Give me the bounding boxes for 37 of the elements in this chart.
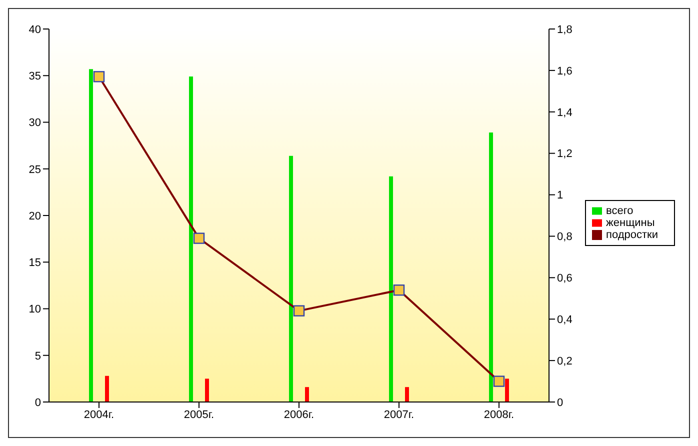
y2-tick-label: 1	[557, 190, 564, 202]
y-tick-label: 15	[28, 257, 41, 270]
y-tick-label: 25	[28, 164, 41, 176]
y-tick-label: 0	[34, 396, 41, 409]
y-tick-label: 40	[28, 24, 41, 36]
y2-tick-label: 1,6	[557, 65, 572, 78]
x-tick-label: 2005г.	[184, 408, 214, 421]
y-tick-label: 30	[28, 117, 41, 130]
y2-tick-label: 0,6	[557, 272, 572, 285]
x-tick-label: 2004г.	[84, 408, 114, 421]
y2-tick-label: 1,2	[557, 148, 572, 160]
y-tick-label: 20	[28, 210, 41, 222]
y-tick-label: 35	[28, 70, 41, 83]
x-tick-label: 2007г.	[384, 408, 414, 421]
bar	[189, 76, 194, 402]
bar	[389, 176, 394, 402]
bar	[489, 132, 494, 402]
bar	[505, 378, 510, 402]
y-tick-label: 5	[34, 350, 41, 362]
bar	[405, 387, 410, 402]
bar	[105, 376, 109, 402]
bar	[205, 378, 210, 402]
y2-tick-label: 0,4	[557, 314, 572, 326]
y2-tick-label: 1,4	[557, 106, 572, 119]
x-tick-label: 2008г.	[484, 408, 514, 421]
bar	[89, 69, 93, 402]
x-tick-label: 2006г.	[284, 408, 314, 421]
y-tick-label: 10	[28, 304, 41, 316]
legend-label: женщины	[606, 217, 655, 229]
bar	[289, 156, 294, 402]
y2-tick-label: 0,8	[557, 231, 572, 244]
bar	[305, 387, 310, 402]
y2-tick-label: 0	[557, 396, 564, 409]
legend-label: всего	[606, 205, 634, 217]
legend-label: подростки	[606, 229, 658, 241]
y2-tick-label: 1,8	[557, 24, 572, 36]
y2-tick-label: 0,2	[557, 355, 572, 368]
